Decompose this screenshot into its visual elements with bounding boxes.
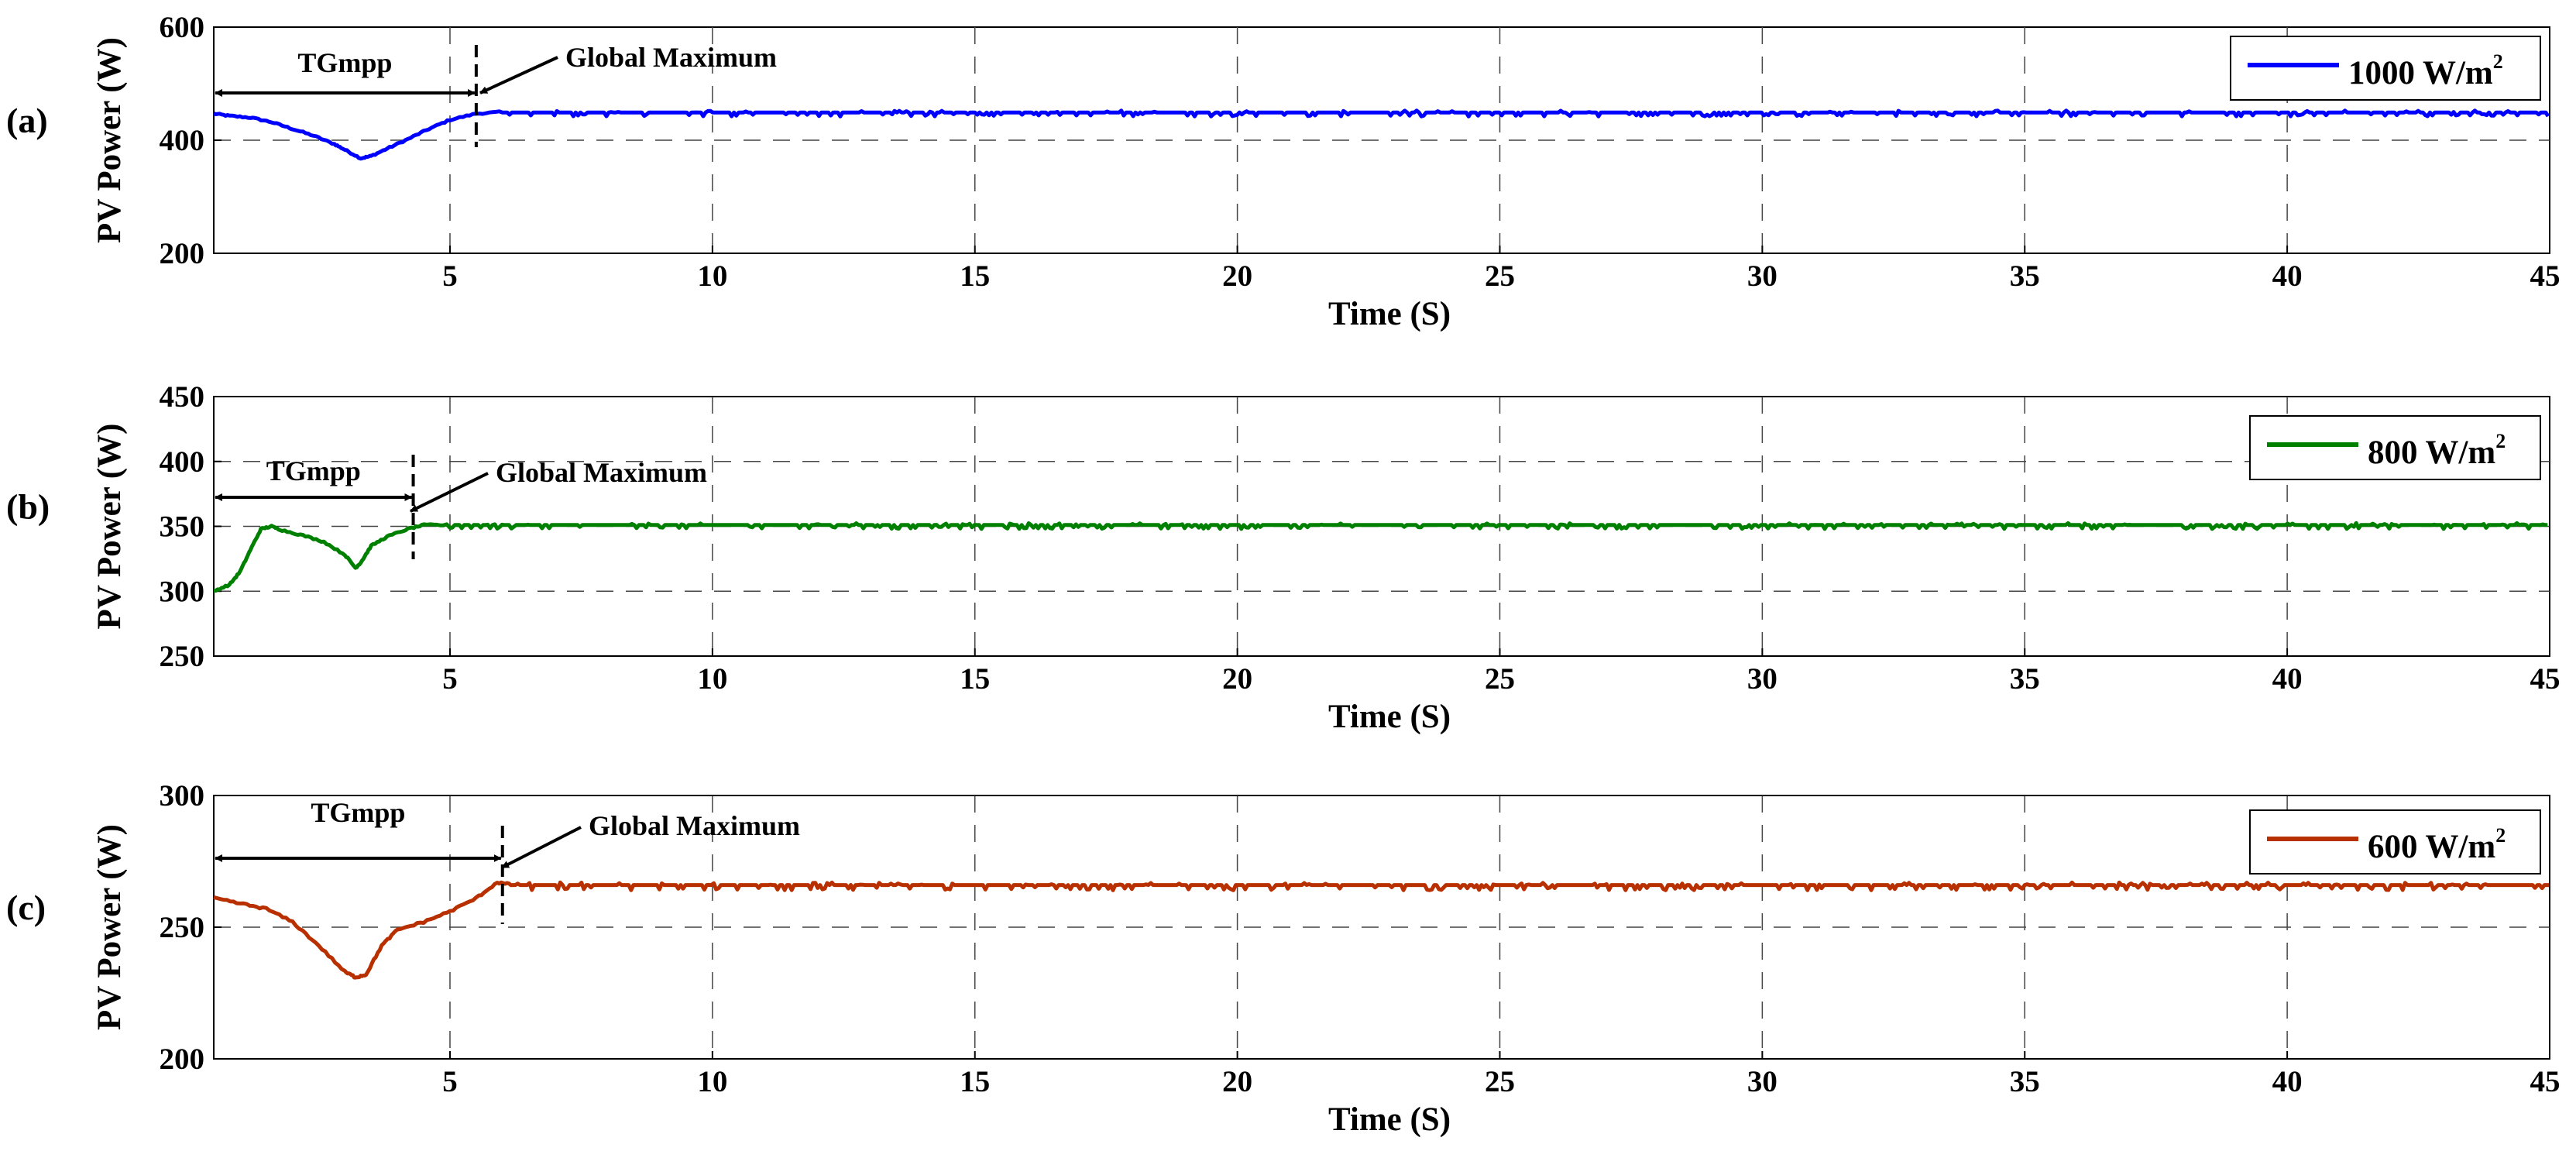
y-tick-label: 350 [160,510,205,544]
x-tick-label: 25 [1485,662,1515,696]
x-tick-label: 20 [1222,662,1252,696]
x-tick-label: 5 [442,1065,458,1098]
x-tick-label: 30 [1747,1065,1777,1098]
panel-label: (a) [6,101,48,140]
x-tick-label: 25 [1485,1065,1515,1098]
y-tick-label: 300 [160,779,205,813]
series-line [212,108,2550,161]
x-tick-label: 10 [697,259,727,293]
legend: 1000 W/m2 [2230,36,2541,101]
panel-1: 5 10 15 20 25 30 35 40 45 200 400 600 Time (S) PV Pow… [6,11,2561,332]
x-tick-label: 45 [2530,1065,2561,1098]
y-tick-label: 400 [160,445,205,479]
y-tick-label: 200 [160,1043,205,1076]
legend-label-superscript: 2 [2495,430,2506,452]
x-tick-label: 20 [1222,259,1252,293]
x-tick-label: 35 [2010,259,2040,293]
panel-label: (b) [6,487,50,527]
y-tick-label: 250 [160,640,205,673]
tgmpp-label: TGmpp [311,797,405,828]
x-tick-label: 45 [2530,259,2561,293]
global-maximum-label: Global Maximum [565,42,777,73]
tgmpp-label: TGmpp [297,47,392,78]
x-tick-label: 45 [2530,662,2561,696]
x-tick-label: 25 [1485,259,1515,293]
y-axis-title: PV Power (W) [91,37,128,243]
y-tick-label: 250 [160,911,205,944]
legend-label: 1000 W/m2 [2348,50,2503,91]
panel-label: (c) [6,888,46,927]
x-axis-title: Time (S) [1328,296,1451,332]
global-maximum-arrow [501,826,582,869]
x-tick-label: 5 [442,662,458,696]
y-tick-label: 600 [160,11,205,44]
legend-label: 600 W/m2 [2368,824,2506,865]
x-tick-label: 15 [960,1065,990,1098]
y-tick-label: 200 [160,237,205,270]
series-line [213,880,2550,980]
x-tick-label: 10 [697,662,727,696]
x-tick-label: 15 [960,662,990,696]
x-tick-label: 40 [2272,662,2303,696]
legend-label: 800 W/m2 [2368,430,2506,471]
y-tick-label: 300 [160,575,205,608]
x-tick-label: 35 [2010,1065,2040,1098]
global-maximum-label: Global Maximum [589,810,800,841]
x-tick-label: 5 [442,259,458,293]
x-tick-label: 30 [1747,662,1777,696]
legend-box [2230,36,2541,101]
legend-label-main: 600 W/m [2368,829,2495,865]
x-tick-label: 35 [2010,662,2040,696]
x-tick-label: 40 [2272,1065,2303,1098]
y-axis-title: PV Power (W) [91,424,128,630]
series-line [214,521,2548,593]
y-tick-label: 450 [160,380,205,414]
y-tick-label: 400 [160,124,205,157]
x-tick-label: 30 [1747,259,1777,293]
legend-label-superscript: 2 [2495,824,2506,847]
x-axis-title: Time (S) [1328,1101,1451,1138]
x-axis-title: Time (S) [1328,699,1451,735]
x-tick-label: 40 [2272,259,2303,293]
tgmpp-label: TGmpp [266,455,361,486]
global-maximum-label: Global Maximum [496,457,707,488]
x-tick-label: 10 [697,1065,727,1098]
legend-box [2249,415,2541,480]
panel-3: 5 10 15 20 25 30 35 40 45 200 250 300 Time (S) PV Pow… [6,779,2561,1138]
x-tick-label: 20 [1222,1065,1252,1098]
legend-label-main: 800 W/m [2368,435,2495,471]
legend: 800 W/m2 [2249,415,2541,480]
legend: 600 W/m2 [2249,809,2541,875]
legend-box [2249,809,2541,875]
global-maximum-arrow [479,56,558,94]
panel-2: 5 10 15 20 25 30 35 40 45 250 300 350 400 450 Time (S)… [6,380,2561,735]
y-axis-title: PV Power (W) [91,824,128,1030]
legend-label-main: 1000 W/m [2348,55,2493,91]
legend-label-superscript: 2 [2493,50,2503,73]
global-maximum-arrow [410,472,489,513]
x-tick-label: 15 [960,259,990,293]
